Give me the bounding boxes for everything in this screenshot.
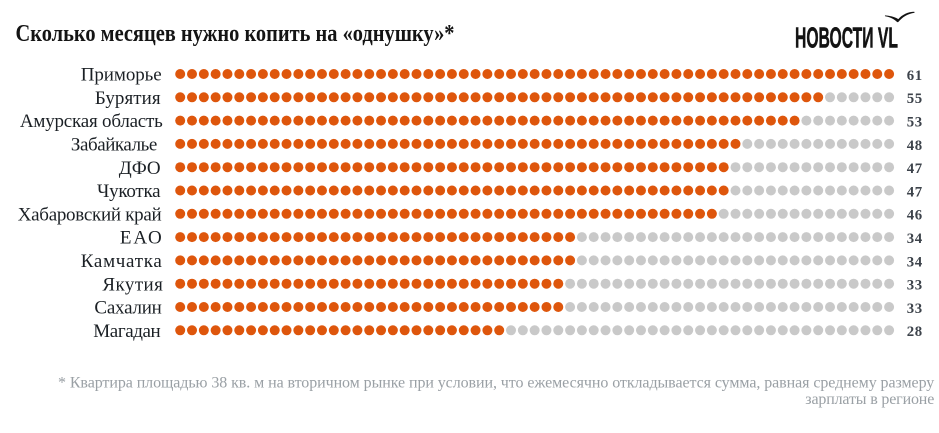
svg-text:34: 34	[907, 231, 923, 247]
svg-text:47: 47	[907, 161, 923, 177]
svg-text:Забайкалье: Забайкалье	[71, 135, 157, 156]
svg-text:28: 28	[907, 324, 923, 340]
svg-text:53: 53	[907, 115, 923, 131]
svg-text:Хабаровский край: Хабаровский край	[18, 204, 162, 225]
svg-text:* Квартира площадью 38 кв. м н: * Квартира площадью 38 кв. м на вторично…	[58, 375, 934, 392]
svg-text:зарплаты в регионе: зарплаты в регионе	[805, 391, 934, 408]
svg-text:Магадан: Магадан	[93, 321, 160, 342]
svg-text:Приморье: Приморье	[81, 65, 162, 86]
svg-text:Якутия: Якутия	[102, 274, 163, 295]
svg-text:Камчатка: Камчатка	[81, 251, 163, 272]
svg-text:61: 61	[907, 68, 923, 84]
svg-text:47: 47	[907, 184, 923, 200]
svg-text:ЕАО: ЕАО	[120, 228, 162, 249]
svg-text:Бурятия: Бурятия	[95, 88, 161, 109]
svg-text:55: 55	[907, 91, 923, 107]
svg-text:33: 33	[907, 301, 923, 317]
svg-text:Чукотка: Чукотка	[97, 181, 161, 202]
svg-text:33: 33	[907, 278, 923, 294]
svg-text:Сахалин: Сахалин	[94, 298, 161, 319]
svg-text:Амурская область: Амурская область	[20, 111, 163, 132]
svg-text:46: 46	[907, 208, 923, 224]
svg-text:НОВОСТИ VL: НОВОСТИ VL	[795, 22, 898, 55]
svg-text:48: 48	[907, 138, 923, 154]
svg-text:ДФО: ДФО	[119, 158, 161, 179]
svg-text:34: 34	[907, 254, 923, 270]
svg-text:Сколько месяцев нужно копить н: Сколько месяцев нужно копить на «однушку…	[16, 20, 455, 47]
